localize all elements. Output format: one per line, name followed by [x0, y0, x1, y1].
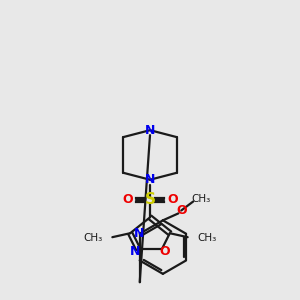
Text: CH₃: CH₃ [191, 194, 211, 203]
Text: O: O [122, 193, 133, 206]
Text: N: N [145, 124, 155, 137]
Text: CH₃: CH₃ [198, 233, 217, 243]
Text: CH₃: CH₃ [83, 233, 102, 243]
Text: O: O [176, 204, 187, 217]
Text: N: N [130, 244, 140, 258]
Text: O: O [160, 244, 170, 258]
Text: S: S [145, 192, 155, 207]
Text: O: O [167, 193, 178, 206]
Text: N: N [145, 173, 155, 186]
Text: N: N [134, 227, 144, 240]
